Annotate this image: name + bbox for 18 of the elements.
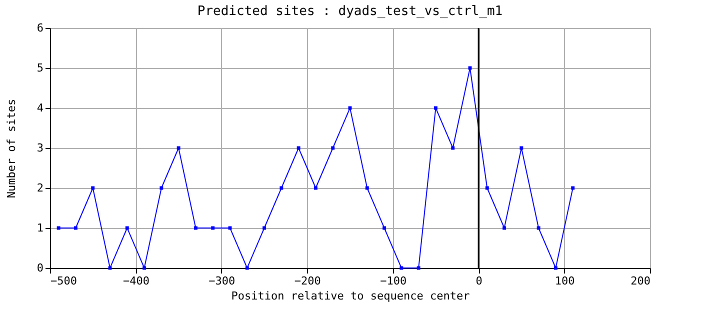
- y-tick-label: 2: [36, 182, 44, 194]
- x-tick-label: −500: [50, 274, 77, 288]
- y-tick-label: 0: [36, 262, 44, 274]
- y-tick-label: 4: [36, 102, 44, 114]
- chart-title: Predicted sites : dyads_test_vs_ctrl_m1: [197, 4, 503, 19]
- x-tick-label: 0: [476, 274, 482, 288]
- x-tick-label: −200: [294, 274, 321, 288]
- x-tick-label: −400: [122, 274, 150, 288]
- x-tick-label: 100: [554, 274, 575, 288]
- x-tick-label: −100: [380, 274, 407, 288]
- x-tick-label: 200: [630, 274, 650, 288]
- y-tick-label: 1: [36, 222, 44, 234]
- y-tick-label: 3: [36, 142, 44, 154]
- y-tick-label: 5: [36, 62, 44, 74]
- y-axis-title: Number of sites: [4, 98, 18, 198]
- x-axis-title: Position relative to sequence center: [231, 290, 470, 302]
- y-tick-label: 6: [36, 22, 44, 34]
- x-tick-label: −300: [208, 274, 236, 288]
